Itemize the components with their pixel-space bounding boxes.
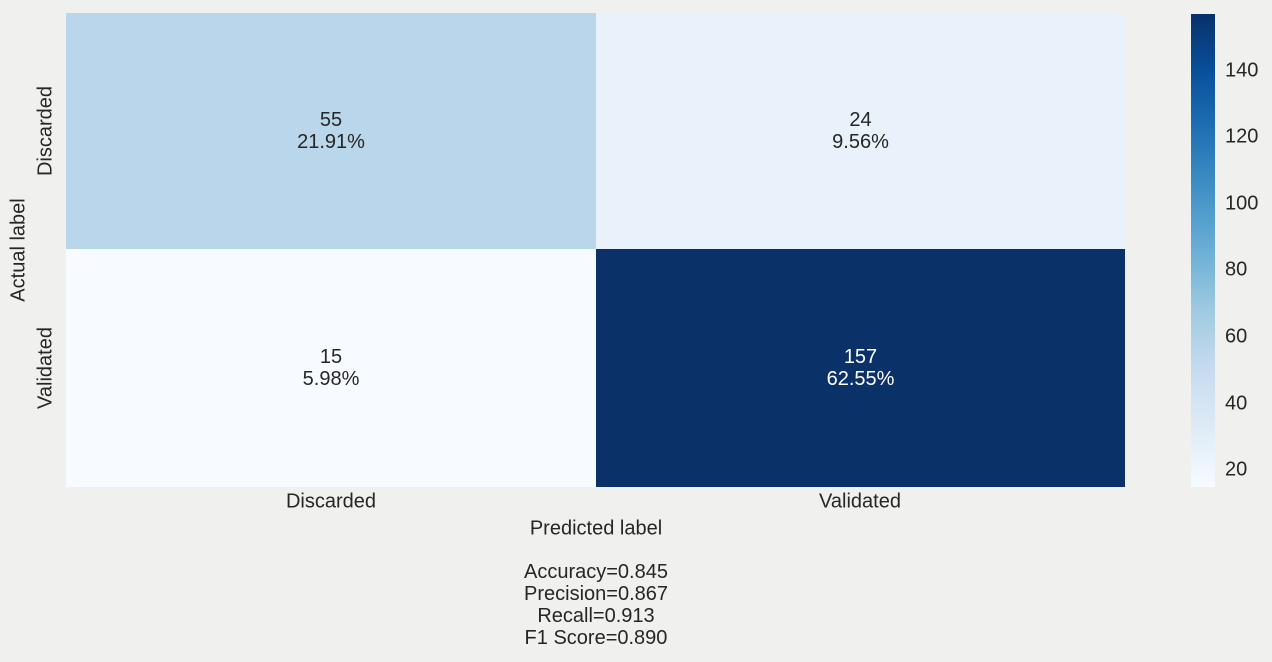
metric-accuracy: Accuracy=0.845 <box>524 561 668 583</box>
cell-percent: 5.98% <box>302 368 360 390</box>
colorbar-tick-label: 100 <box>1225 192 1259 215</box>
x-tick-label-discarded: Discarded <box>285 490 377 513</box>
cell-actual-validated-predicted-validated: 157 62.55% <box>596 249 1125 487</box>
colorbar-tick-label: 140 <box>1225 59 1259 82</box>
cell-actual-discarded-predicted-validated: 24 9.56% <box>596 13 1125 249</box>
cell-actual-discarded-predicted-discarded: 55 21.91% <box>66 13 596 249</box>
colorbar-tick-label: 40 <box>1225 392 1248 415</box>
cell-count: 15 <box>319 346 343 368</box>
metrics-caption: Accuracy=0.845 Precision=0.867 Recall=0.… <box>524 561 668 649</box>
metric-f1-score: F1 Score=0.890 <box>524 627 668 649</box>
y-tick-label-discarded: Discarded <box>34 85 57 177</box>
metric-recall: Recall=0.913 <box>537 605 655 627</box>
cell-percent: 62.55% <box>826 368 895 390</box>
x-axis-title: Predicted label <box>529 517 663 540</box>
cell-percent: 9.56% <box>832 131 889 153</box>
colorbar-tick-label: 60 <box>1225 325 1248 348</box>
cell-count: 55 <box>319 109 343 131</box>
colorbar-tick-label: 120 <box>1225 125 1259 148</box>
colorbar-ticks: 20 40 60 80 100 120 140 <box>1225 14 1272 487</box>
colorbar-gradient <box>1191 14 1215 487</box>
cell-count: 24 <box>849 109 872 131</box>
x-tick-label-validated: Validated <box>819 490 901 513</box>
colorbar-tick-label: 20 <box>1225 458 1248 481</box>
y-axis-title: Actual label <box>7 198 30 302</box>
heatmap-grid: 55 21.91% 24 9.56% 15 5.98% 157 62.55% <box>66 13 1125 487</box>
y-tick-label-validated: Validated <box>34 327 57 409</box>
cell-count: 157 <box>843 346 878 368</box>
colorbar-tick-label: 80 <box>1225 258 1248 281</box>
metric-precision: Precision=0.867 <box>524 583 668 605</box>
cell-actual-validated-predicted-discarded: 15 5.98% <box>66 249 596 487</box>
cell-percent: 21.91% <box>297 131 365 153</box>
